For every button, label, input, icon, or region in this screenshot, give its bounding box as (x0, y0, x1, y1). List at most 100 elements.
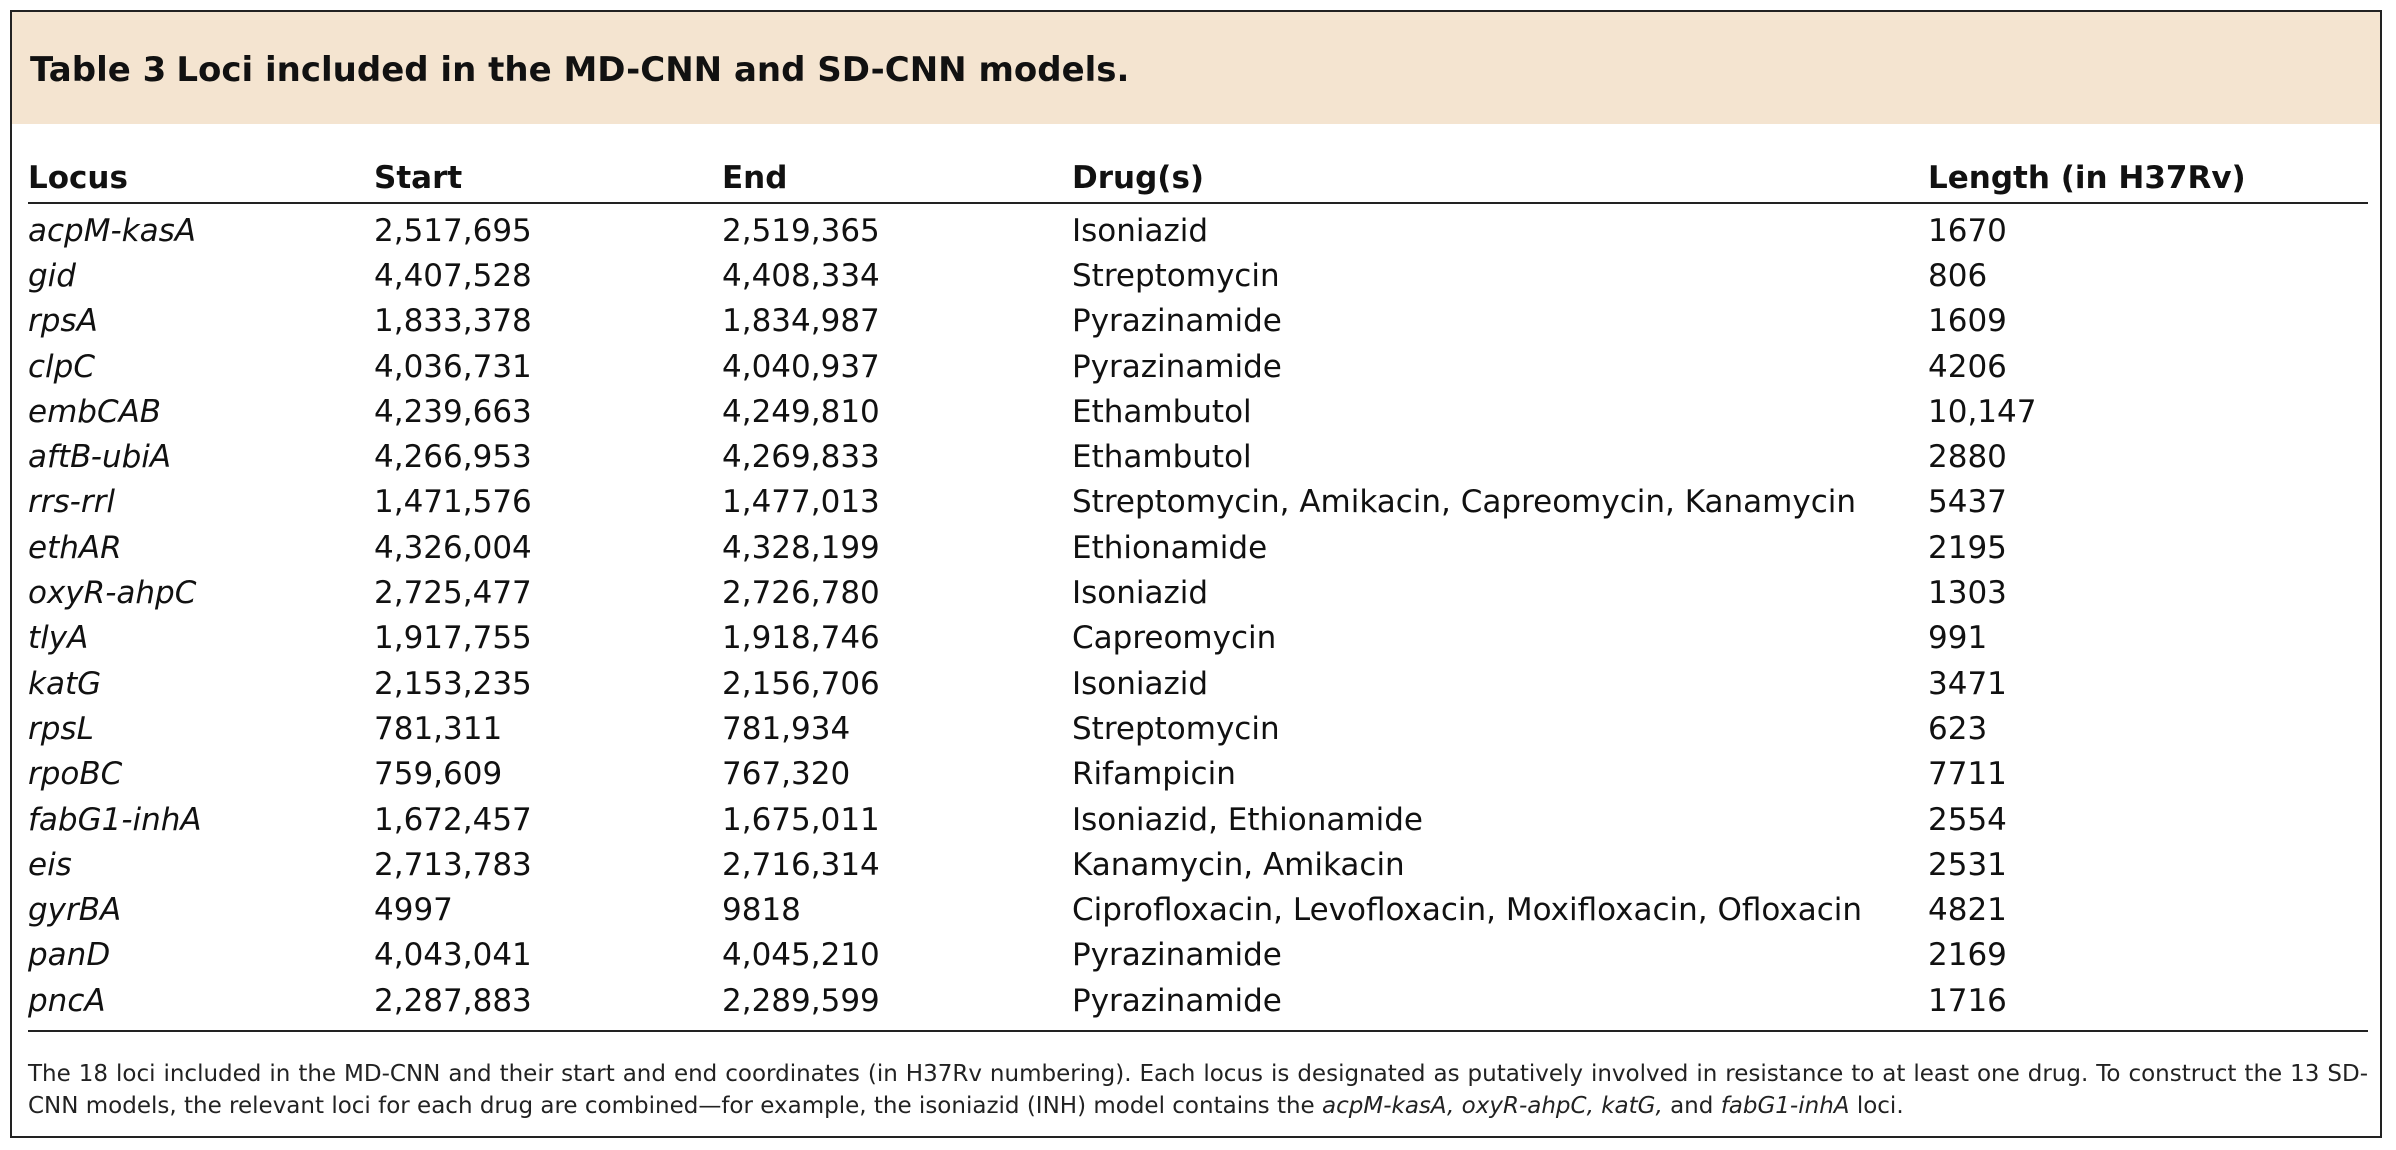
cell-locus: rrs-rrl (28, 484, 115, 521)
table-row: gyrBA 4997 9818 Ciprofloxacin, Levofloxacin… (28, 887, 2368, 932)
cell-drugs: Rifampicin (1072, 756, 1236, 793)
cell-drugs: Isoniazid (1072, 665, 1209, 702)
cell-length: 7711 (1928, 756, 2007, 793)
footnote-italic-loci: acpM-kasA, oxyR-ahpC, katG, (1322, 1093, 1663, 1119)
table-bottom-rule (28, 1030, 2368, 1032)
cell-drugs: Capreomycin (1072, 620, 1277, 657)
cell-end: 4,269,833 (722, 439, 880, 476)
table-row: rrs-rrl 1,471,576 1,477,013 Streptomycin, A… (28, 480, 2368, 525)
table-footnote: The 18 loci included in the MD-CNN and t… (28, 1058, 2368, 1122)
cell-length: 2554 (1928, 801, 2007, 838)
cell-drugs: Ethambutol (1072, 393, 1252, 430)
cell-start: 1,471,576 (374, 484, 532, 521)
cell-end: 1,477,013 (722, 484, 880, 521)
cell-start: 4,036,731 (374, 348, 532, 385)
cell-length: 2169 (1928, 937, 2007, 974)
cell-start: 781,311 (374, 710, 503, 747)
cell-drugs: Streptomycin (1072, 710, 1280, 747)
column-header-drugs: Drug(s) (1072, 152, 1928, 204)
cell-locus: gid (28, 257, 76, 294)
cell-drugs: Ethambutol (1072, 439, 1252, 476)
cell-end: 767,320 (722, 756, 851, 793)
cell-start: 1,917,755 (374, 620, 532, 657)
cell-length: 4821 (1928, 892, 2007, 929)
cell-drugs: Ethionamide (1072, 529, 1268, 566)
cell-locus: pncA (28, 982, 106, 1019)
cell-start: 4,326,004 (374, 529, 532, 566)
table-row: pncA 2,287,883 2,289,599 Pyrazinamide 1716 (28, 978, 2368, 1023)
cell-locus: rpoBC (28, 756, 123, 793)
cell-locus: gyrBA (28, 892, 122, 929)
cell-end: 4,408,334 (722, 257, 880, 294)
cell-locus: katG (28, 665, 102, 702)
cell-end: 2,716,314 (722, 846, 880, 883)
table-row: rpsA 1,833,378 1,834,987 Pyrazinamide 1609 (28, 299, 2368, 344)
cell-length: 3471 (1928, 665, 2007, 702)
cell-locus: tlyA (28, 620, 89, 657)
cell-length: 1609 (1928, 303, 2007, 340)
cell-end: 4,328,199 (722, 529, 880, 566)
cell-end: 4,040,937 (722, 348, 880, 385)
cell-length: 806 (1928, 257, 1988, 294)
cell-drugs: Pyrazinamide (1072, 303, 1282, 340)
table-frame: Table 3 Loci included in the MD-CNN and S… (10, 10, 2382, 1138)
column-header-locus: Locus (28, 152, 374, 204)
column-header-start: Start (374, 152, 722, 204)
table-row: eis 2,713,783 2,716,314 Kanamycin, Amikacin… (28, 842, 2368, 887)
table-row: clpC 4,036,731 4,040,937 Pyrazinamide 4206 (28, 344, 2368, 389)
table-body: acpM-kasA 2,517,695 2,519,365 Isoniazid 1670… (28, 203, 2368, 1023)
cell-length: 5437 (1928, 484, 2007, 521)
cell-drugs: Ciprofloxacin, Levofloxacin, Moxifloxaci… (1072, 892, 1863, 929)
table-row: gid 4,407,528 4,408,334 Streptomycin 806 (28, 253, 2368, 298)
cell-locus: fabG1-inhA (28, 801, 202, 838)
cell-drugs: Kanamycin, Amikacin (1072, 846, 1405, 883)
cell-end: 2,519,365 (722, 212, 880, 249)
cell-drugs: Streptomycin, Amikacin, Capreomycin, Kan… (1072, 484, 1857, 521)
cell-length: 1303 (1928, 575, 2007, 612)
cell-drugs: Pyrazinamide (1072, 348, 1282, 385)
cell-locus: clpC (28, 348, 95, 385)
cell-drugs: Pyrazinamide (1072, 937, 1282, 974)
cell-length: 991 (1928, 620, 1988, 657)
footnote-end: loci. (1849, 1093, 1904, 1119)
cell-drugs: Isoniazid, Ethionamide (1072, 801, 1423, 838)
column-header-end: End (722, 152, 1072, 204)
cell-start: 4,266,953 (374, 439, 532, 476)
cell-length: 2531 (1928, 846, 2007, 883)
cell-start: 2,725,477 (374, 575, 532, 612)
cell-end: 1,918,746 (722, 620, 880, 657)
cell-end: 1,834,987 (722, 303, 880, 340)
table-row: oxyR-ahpC 2,725,477 2,726,780 Isoniazid 1303 (28, 570, 2368, 615)
cell-drugs: Pyrazinamide (1072, 982, 1282, 1019)
cell-end: 2,289,599 (722, 982, 880, 1019)
cell-start: 1,672,457 (374, 801, 532, 838)
cell-locus: panD (28, 937, 111, 974)
cell-start: 4,043,041 (374, 937, 532, 974)
cell-start: 4997 (374, 892, 453, 929)
cell-locus: rpsA (28, 303, 98, 340)
cell-end: 1,675,011 (722, 801, 880, 838)
cell-start: 759,609 (374, 756, 503, 793)
cell-length: 623 (1928, 710, 1988, 747)
cell-drugs: Isoniazid (1072, 212, 1209, 249)
cell-start: 4,239,663 (374, 393, 532, 430)
table-title: Table 3 Loci included in the MD-CNN and S… (30, 50, 1129, 90)
table-row: embCAB 4,239,663 4,249,810 Ethambutol 10,147 (28, 389, 2368, 434)
cell-locus: aftB-ubiA (28, 439, 172, 476)
cell-locus: embCAB (28, 393, 162, 430)
cell-locus: eis (28, 846, 72, 883)
cell-end: 781,934 (722, 710, 851, 747)
table-row: fabG1-inhA 1,672,457 1,675,011 Isoniazid, E… (28, 797, 2368, 842)
cell-length: 2195 (1928, 529, 2007, 566)
cell-length: 2880 (1928, 439, 2007, 476)
table-row: rpsL 781,311 781,934 Streptomycin 623 (28, 706, 2368, 751)
cell-end: 4,045,210 (722, 937, 880, 974)
table-row: katG 2,153,235 2,156,706 Isoniazid 3471 (28, 661, 2368, 706)
cell-locus: acpM-kasA (28, 212, 196, 249)
cell-start: 2,517,695 (374, 212, 532, 249)
cell-length: 1716 (1928, 982, 2007, 1019)
cell-length: 4206 (1928, 348, 2007, 385)
cell-start: 2,153,235 (374, 665, 532, 702)
table-row: aftB-ubiA 4,266,953 4,269,833 Ethambutol 288… (28, 434, 2368, 479)
table-row: tlyA 1,917,755 1,918,746 Capreomycin 991 (28, 616, 2368, 661)
